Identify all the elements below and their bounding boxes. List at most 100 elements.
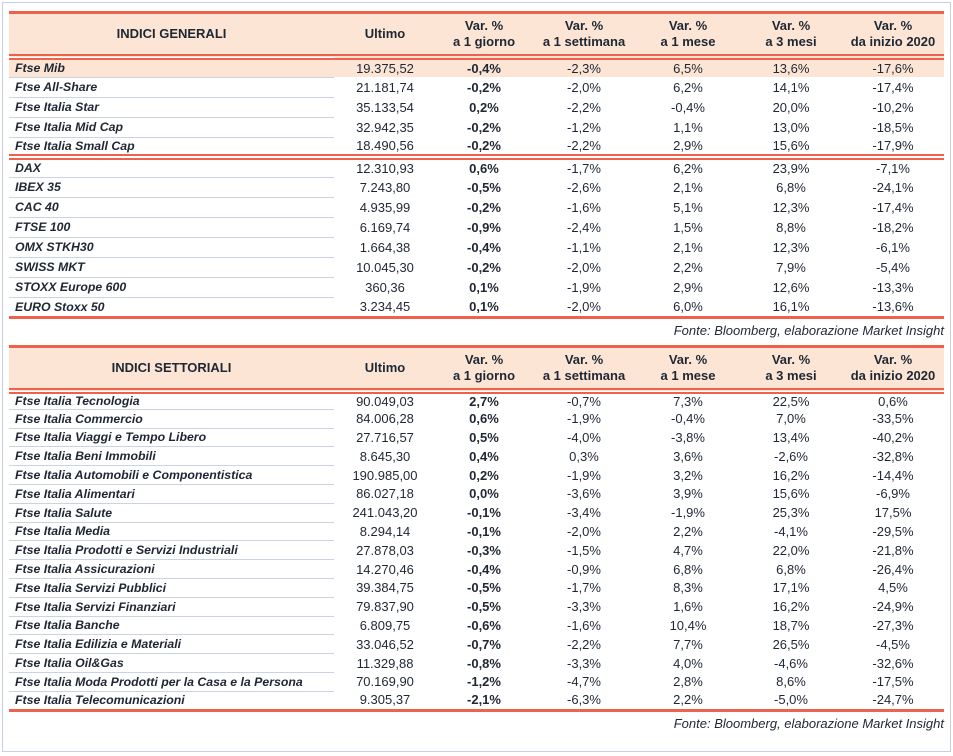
index-name: Ftse Italia Tecnologia bbox=[9, 390, 334, 410]
var-1m-value: 1,1% bbox=[673, 119, 703, 135]
table-row: Ftse Italia Mid Cap 32.942,35 -0,2% -1,2% 1,… bbox=[9, 117, 944, 138]
var-ytd-value: -32,8% bbox=[872, 448, 914, 464]
var-1m-value: 8,3% bbox=[673, 580, 703, 596]
var-3m-value: 7,0% bbox=[776, 411, 806, 427]
var-3m-value: -5,0% bbox=[774, 692, 808, 708]
var-3m-value: 12,3% bbox=[772, 239, 810, 255]
index-name: Ftse Italia Salute bbox=[9, 503, 334, 523]
var-ytd-value: -18,2% bbox=[872, 219, 914, 235]
var-ytd-value: -40,2% bbox=[872, 429, 914, 445]
index-name: Ftse Italia Assicurazioni bbox=[9, 559, 334, 579]
var-1w-value: -1,9% bbox=[567, 279, 601, 295]
index-name: OMX STKH30 bbox=[9, 237, 334, 258]
var-1d-value: -0,2% bbox=[467, 259, 501, 275]
var-1d-value: -1,2% bbox=[467, 674, 501, 690]
header-row: INDICI GENERALI Ultimo Var. % a 1 giorno… bbox=[9, 13, 944, 57]
var-1d-value: -0,1% bbox=[467, 523, 501, 539]
var-1w-value: -1,1% bbox=[567, 239, 601, 255]
ultimo-value: 4.935,99 bbox=[359, 199, 411, 215]
var-1d-value: -2,1% bbox=[467, 692, 501, 708]
var-1w-value: -1,9% bbox=[567, 467, 601, 483]
index-name: STOXX Europe 600 bbox=[9, 277, 334, 298]
col-header-ultimo: Ultimo bbox=[364, 359, 406, 375]
table-row: Ftse Italia Moda Prodotti per la Casa e … bbox=[9, 672, 944, 692]
ultimo-value: 32.942,35 bbox=[356, 119, 414, 135]
var-3m-value: 22,0% bbox=[772, 542, 810, 558]
var-1w-value: -1,7% bbox=[567, 580, 601, 596]
var-1d-value: -0,2% bbox=[467, 79, 501, 95]
var-ytd-value: -29,5% bbox=[872, 523, 914, 539]
ultimo-value: 190.985,00 bbox=[352, 467, 418, 483]
table-row: FTSE 100 6.169,74 -0,9% -2,4% 1,5% 8,8% -18,2% bbox=[9, 217, 944, 238]
col-header-var-1w: Var. % a 1 settimana bbox=[542, 18, 626, 49]
var-1w-value: -2,2% bbox=[567, 99, 601, 115]
index-name: FTSE 100 bbox=[9, 217, 334, 238]
var-1d-value: 0,6% bbox=[469, 161, 499, 176]
col-header-var-1m: Var. % a 1 mese bbox=[660, 18, 716, 49]
var-3m-value: 13,4% bbox=[772, 429, 810, 445]
source-note: Fonte: Bloomberg, elaborazione Market In… bbox=[673, 322, 944, 338]
var-1w-value: -3,4% bbox=[567, 505, 601, 521]
col-header-var-1m: Var. % a 1 mese bbox=[660, 351, 716, 383]
index-name: Ftse Italia Mid Cap bbox=[9, 117, 334, 138]
col-header-var-1w: Var. % a 1 settimana bbox=[542, 351, 626, 383]
var-3m-value: 17,1% bbox=[772, 580, 810, 596]
var-3m-value: 15,6% bbox=[772, 138, 810, 153]
var-ytd-value: -17,5% bbox=[872, 674, 914, 690]
var-1d-value: 0,6% bbox=[469, 411, 499, 427]
index-name: Ftse Italia Prodotti e Servizi Industria… bbox=[9, 540, 334, 561]
var-3m-value: 16,2% bbox=[772, 599, 810, 615]
var-3m-value: -2,6% bbox=[774, 448, 808, 464]
ultimo-value: 35.133,54 bbox=[356, 99, 414, 115]
var-1m-value: 6,5% bbox=[673, 61, 703, 76]
var-3m-value: 8,8% bbox=[776, 219, 806, 235]
ultimo-value: 8.294,14 bbox=[359, 523, 411, 539]
var-1w-value: -1,7% bbox=[567, 161, 601, 176]
var-1d-value: 0,4% bbox=[469, 448, 499, 464]
var-1d-value: -0,1% bbox=[467, 505, 501, 521]
var-1m-value: -0,4% bbox=[671, 99, 705, 115]
var-1w-value: -3,3% bbox=[567, 655, 601, 671]
var-ytd-value: -6,1% bbox=[876, 239, 910, 255]
var-1w-value: -2,0% bbox=[567, 298, 601, 314]
var-1m-value: 2,9% bbox=[673, 279, 703, 295]
table-row: Ftse Italia Media 8.294,14 -0,1% -2,0% 2,2% -… bbox=[9, 522, 944, 542]
var-3m-value: -4,6% bbox=[774, 655, 808, 671]
var-1m-value: 1,6% bbox=[673, 599, 703, 615]
index-name: Ftse Italia Media bbox=[9, 522, 334, 542]
var-ytd-value: -17,4% bbox=[872, 199, 914, 215]
var-3m-value: 6,8% bbox=[776, 561, 806, 577]
var-ytd-value: -5,4% bbox=[876, 259, 910, 275]
var-1d-value: -0,9% bbox=[467, 219, 501, 235]
index-name: Ftse Italia Alimentari bbox=[9, 484, 334, 504]
var-ytd-value: -13,6% bbox=[872, 298, 914, 314]
table-row: Ftse All-Share 21.181,74 -0,2% -2,0% 6,2% 14,… bbox=[9, 77, 944, 98]
ultimo-value: 90.049,03 bbox=[356, 393, 414, 409]
var-3m-value: 12,3% bbox=[772, 199, 810, 215]
var-ytd-value: 4,5% bbox=[878, 580, 908, 596]
table-row: Ftse Italia Servizi Finanziari 79.837,90 -… bbox=[9, 597, 944, 617]
ultimo-value: 9.305,37 bbox=[359, 692, 411, 708]
var-1m-value: 2,2% bbox=[673, 523, 703, 539]
ultimo-value: 14.270,46 bbox=[356, 561, 414, 577]
var-1w-value: -1,6% bbox=[567, 199, 601, 215]
ultimo-value: 84.006,28 bbox=[356, 411, 414, 427]
table-row: STOXX Europe 600 360,36 0,1% -1,9% 2,9% 12,6%… bbox=[9, 277, 944, 298]
ultimo-value: 241.043,20 bbox=[352, 505, 418, 521]
var-ytd-value: -24,1% bbox=[872, 179, 914, 195]
table-row: Ftse Italia Prodotti e Servizi Industria… bbox=[9, 540, 944, 561]
var-3m-value: 23,9% bbox=[772, 161, 810, 176]
var-ytd-value: -18,5% bbox=[872, 119, 914, 135]
index-name: Ftse Italia Small Cap bbox=[15, 138, 135, 153]
var-1m-value: 6,0% bbox=[673, 298, 703, 314]
col-header-var-ytd: Var. % da inizio 2020 bbox=[850, 18, 936, 49]
var-3m-value: 12,6% bbox=[772, 279, 810, 295]
var-3m-value: 13,6% bbox=[772, 61, 810, 76]
var-ytd-value: -14,4% bbox=[872, 467, 914, 483]
table-title: INDICI SETTORIALI bbox=[111, 359, 232, 375]
var-1m-value: 5,1% bbox=[673, 199, 703, 215]
var-1d-value: 0,0% bbox=[469, 486, 499, 502]
table-header: INDICI GENERALI Ultimo Var. % a 1 giorno… bbox=[9, 12, 944, 57]
ultimo-value: 86.027,18 bbox=[356, 486, 414, 502]
